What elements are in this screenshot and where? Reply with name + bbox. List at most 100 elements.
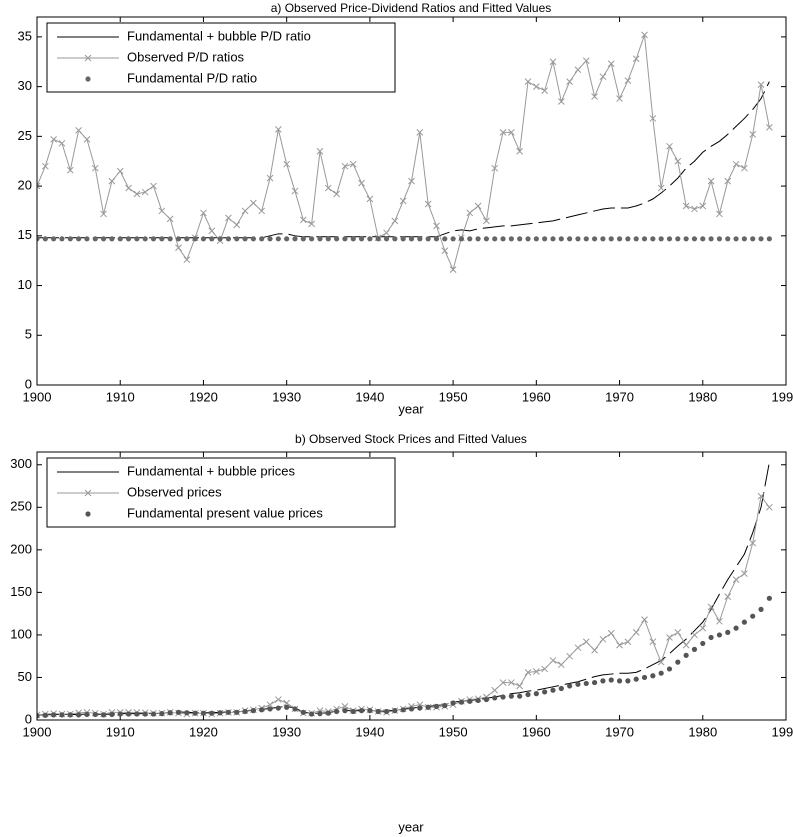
x-marker (674, 157, 682, 165)
x-marker (491, 164, 499, 172)
x-tick-label: 1930 (272, 389, 301, 404)
x-marker (499, 129, 507, 136)
x-marker (757, 492, 765, 500)
x-marker (241, 207, 249, 215)
x-marker (291, 187, 299, 195)
dot-marker (159, 711, 165, 717)
x-marker (516, 682, 524, 690)
dot-marker (608, 236, 614, 242)
dot-marker (242, 236, 248, 242)
dot-marker (500, 694, 506, 700)
x-marker (732, 160, 740, 168)
dot-marker (616, 678, 623, 684)
dot-marker (558, 236, 564, 242)
dot-marker (525, 236, 531, 242)
dot-marker (125, 711, 132, 717)
x-tick-label: 1970 (605, 724, 634, 739)
dot-marker (633, 236, 639, 242)
legend-marker (84, 489, 92, 497)
dot-marker (342, 708, 348, 714)
x-marker (591, 646, 598, 654)
x-marker (699, 202, 707, 210)
dot-marker (325, 710, 331, 716)
dot-marker (700, 236, 706, 242)
x-tick-label: 1900 (23, 724, 52, 739)
dot-marker (342, 236, 348, 242)
dot-marker (42, 236, 48, 242)
legend-marker (84, 54, 92, 62)
x-axis-label: year (398, 819, 424, 834)
x-marker (37, 182, 41, 190)
plot-area (37, 462, 773, 719)
dot-marker (350, 708, 356, 715)
x-marker (366, 195, 374, 203)
dot-marker (733, 625, 739, 631)
dot-marker (84, 711, 90, 718)
dot-marker (309, 711, 315, 717)
dot-marker (209, 236, 215, 242)
dot-marker (517, 236, 523, 242)
dot-marker (100, 236, 107, 242)
dot-marker (92, 711, 98, 718)
dot-marker (475, 236, 481, 242)
x-marker (682, 641, 690, 649)
x-marker (175, 244, 182, 252)
dot-marker (400, 236, 406, 242)
x-marker (316, 147, 324, 155)
dot-marker (700, 640, 706, 647)
dot-marker (442, 702, 448, 709)
x-marker (474, 202, 482, 210)
series-line (37, 495, 770, 716)
dot-marker (367, 708, 373, 714)
x-marker (83, 135, 91, 143)
dot-marker (533, 691, 539, 697)
x-marker (582, 57, 590, 65)
x-marker (674, 629, 682, 636)
dot-marker (641, 236, 648, 242)
dot-marker (125, 236, 132, 242)
x-marker (566, 78, 573, 86)
dot-marker (134, 236, 140, 242)
y-tick-label: 50 (18, 669, 32, 684)
x-marker (666, 634, 673, 641)
dot-marker (142, 711, 148, 717)
series-line (37, 81, 770, 239)
dot-marker (508, 693, 514, 699)
x-marker (233, 221, 241, 229)
x-marker (299, 216, 307, 224)
dot-marker (284, 236, 290, 242)
dot-marker (758, 236, 764, 242)
dot-marker (350, 236, 356, 242)
x-marker (341, 162, 349, 170)
y-tick-label: 25 (18, 128, 32, 143)
dot-marker (267, 706, 273, 712)
x-marker (716, 617, 723, 625)
dot-marker (217, 710, 223, 716)
x-marker (632, 629, 640, 636)
x-tick-label: 1960 (522, 724, 551, 739)
dot-marker (250, 236, 256, 242)
dot-marker (758, 606, 764, 612)
dot-marker (217, 236, 223, 242)
dot-marker (184, 236, 190, 242)
dot-marker (558, 685, 564, 692)
x-marker (641, 31, 648, 39)
plot-area (37, 31, 773, 273)
x-marker (274, 126, 282, 133)
x-marker (108, 177, 116, 185)
dot-marker (733, 236, 739, 242)
x-marker (466, 209, 474, 217)
x-tick-label: 1910 (106, 724, 135, 739)
y-tick-label: 300 (10, 456, 32, 471)
x-marker (150, 182, 157, 190)
x-marker (125, 184, 132, 192)
x-marker (616, 95, 623, 102)
dot-marker (658, 236, 664, 242)
legend-marker (85, 76, 91, 82)
y-tick-label: 100 (10, 626, 32, 641)
y-tick-label: 0 (25, 376, 32, 391)
dot-marker (300, 709, 306, 715)
dot-marker (309, 236, 315, 242)
dot-marker (325, 236, 331, 242)
